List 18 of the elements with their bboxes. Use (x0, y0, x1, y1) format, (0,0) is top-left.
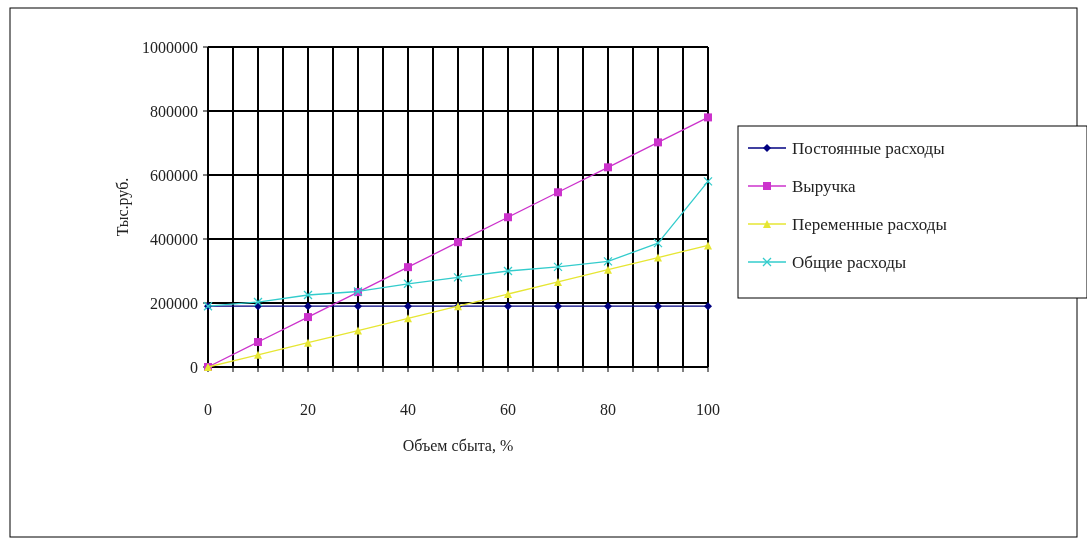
y-tick-label: 200000 (150, 294, 198, 312)
x-tick-label: 0 (204, 401, 212, 418)
y-axis-title: Тыс.руб. (114, 177, 132, 237)
legend-label: Выручка (792, 176, 857, 196)
x-axis-title: Объем сбыта, % (402, 437, 514, 454)
x-tick-label: 40 (400, 401, 416, 418)
y-tick-label: 800000 (150, 102, 198, 120)
y-tick-label: 400000 (150, 230, 198, 248)
x-tick-label: 20 (300, 401, 316, 418)
legend-label: Переменные расходы (792, 214, 948, 234)
y-tick-label: 1000000 (142, 38, 198, 56)
legend-label: Постоянные расходы (792, 138, 946, 158)
x-tick-label: 60 (500, 401, 516, 418)
x-tick-label: 80 (600, 401, 616, 418)
legend-label: Общие расходы (792, 252, 907, 272)
x-tick-label: 100 (696, 401, 720, 418)
y-tick-label: 600000 (150, 166, 198, 184)
y-tick-label: 0 (190, 358, 198, 376)
